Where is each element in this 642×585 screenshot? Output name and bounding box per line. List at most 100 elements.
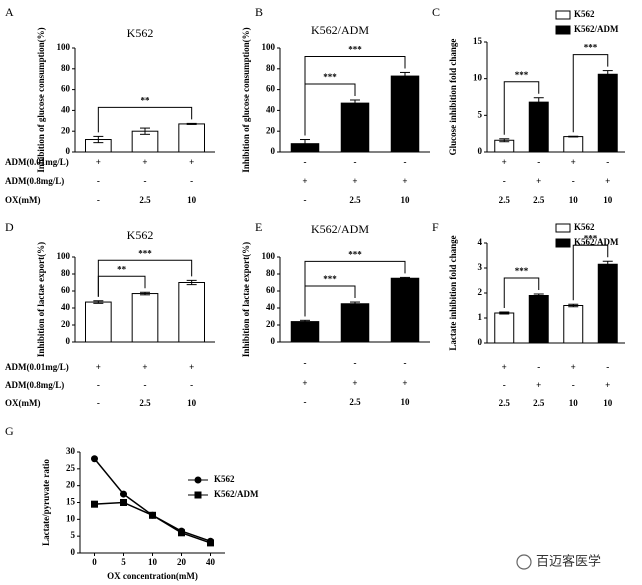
row-cell: + bbox=[536, 176, 541, 186]
y-axis-label: Inhibition of glucose consumption(%) bbox=[36, 27, 46, 172]
legend-label: K562/ADM bbox=[214, 489, 259, 499]
panel-letter: D bbox=[5, 220, 14, 234]
y-tick-label: 40 bbox=[266, 104, 276, 114]
row-cell: - bbox=[190, 176, 193, 186]
y-tick-label: 10 bbox=[66, 513, 76, 523]
row-cell: 10 bbox=[603, 398, 613, 408]
legend-swatch bbox=[555, 223, 571, 233]
y-tick-label: 3 bbox=[478, 262, 483, 272]
row-cell: 2.5 bbox=[139, 195, 151, 205]
bar bbox=[178, 282, 205, 343]
legend-label: K562 bbox=[574, 9, 595, 19]
bar bbox=[290, 321, 320, 343]
y-tick-label: 80 bbox=[61, 268, 71, 278]
significance-label: *** bbox=[348, 45, 362, 55]
row-cell: - bbox=[606, 157, 609, 167]
bar bbox=[340, 303, 370, 343]
x-tick-label: 20 bbox=[177, 557, 187, 567]
x-axis-label: OX concentration(mM) bbox=[107, 571, 198, 581]
y-tick-label: 0 bbox=[71, 547, 76, 557]
row-cell: + bbox=[352, 378, 357, 388]
significance-label: *** bbox=[323, 274, 337, 284]
row-cell: + bbox=[605, 176, 610, 186]
significance-label: *** bbox=[584, 43, 598, 53]
x-tick-label: 0 bbox=[92, 557, 97, 567]
row-label: OX(mM) bbox=[5, 195, 41, 205]
y-tick-label: 40 bbox=[266, 302, 276, 312]
row-cell: - bbox=[354, 157, 357, 167]
y-tick-label: 2 bbox=[478, 287, 483, 297]
marker bbox=[120, 499, 127, 506]
y-axis-label: Inhibition of lactae export(%) bbox=[36, 242, 46, 357]
significance-label: *** bbox=[138, 248, 152, 258]
y-tick-label: 10 bbox=[473, 73, 483, 83]
row-cell: - bbox=[97, 195, 100, 205]
row-cell: - bbox=[404, 358, 407, 368]
row-cell: - bbox=[304, 195, 307, 205]
y-tick-label: 20 bbox=[266, 319, 276, 329]
row-cell: 10 bbox=[401, 397, 411, 407]
row-cell: - bbox=[304, 157, 307, 167]
significance-bracket bbox=[572, 54, 609, 133]
row-cell: - bbox=[503, 176, 506, 186]
y-axis-label: Lactate/pyruvate ratio bbox=[41, 459, 51, 546]
row-cell: - bbox=[144, 380, 147, 390]
y-tick-label: 20 bbox=[61, 319, 71, 329]
bar bbox=[178, 123, 205, 153]
significance-bracket bbox=[304, 260, 406, 317]
row-cell: 2.5 bbox=[499, 195, 511, 205]
row-cell: - bbox=[190, 380, 193, 390]
y-tick-label: 5 bbox=[71, 530, 76, 540]
legend-label: K562/ADM bbox=[574, 237, 619, 247]
row-cell: + bbox=[571, 362, 576, 372]
y-tick-label: 25 bbox=[66, 463, 76, 473]
row-label: OX(mM) bbox=[5, 398, 41, 408]
row-cell: - bbox=[503, 380, 506, 390]
row-cell: 10 bbox=[569, 195, 579, 205]
y-tick-label: 0 bbox=[478, 146, 483, 156]
row-cell: - bbox=[537, 157, 540, 167]
legend-marker bbox=[194, 476, 202, 484]
y-tick-label: 60 bbox=[266, 84, 276, 94]
marker bbox=[120, 490, 127, 498]
bar bbox=[597, 73, 618, 153]
y-tick-label: 100 bbox=[262, 251, 276, 261]
y-tick-label: 0 bbox=[478, 337, 483, 347]
row-cell: 10 bbox=[569, 398, 579, 408]
significance-bracket bbox=[503, 277, 540, 308]
row-cell: - bbox=[354, 358, 357, 368]
line bbox=[93, 458, 211, 542]
row-cell: + bbox=[302, 378, 307, 388]
y-tick-label: 20 bbox=[61, 125, 71, 135]
y-tick-label: 60 bbox=[266, 285, 276, 295]
bar bbox=[390, 277, 420, 343]
significance-bracket bbox=[97, 259, 193, 297]
legend-swatch bbox=[555, 238, 571, 248]
row-cell: + bbox=[189, 362, 194, 372]
bar bbox=[563, 305, 584, 344]
y-tick-label: 0 bbox=[66, 146, 71, 156]
y-tick-label: 1 bbox=[478, 312, 483, 322]
y-tick-label: 20 bbox=[266, 125, 276, 135]
marker bbox=[149, 511, 156, 519]
row-cell: 2.5 bbox=[349, 195, 361, 205]
row-cell: + bbox=[352, 176, 357, 186]
panel-letter: G bbox=[5, 424, 14, 438]
y-tick-label: 100 bbox=[57, 42, 71, 52]
x-tick-label: 10 bbox=[148, 557, 158, 567]
row-cell: - bbox=[144, 176, 147, 186]
bar bbox=[528, 295, 549, 344]
row-cell: 2.5 bbox=[533, 195, 545, 205]
row-cell: + bbox=[536, 380, 541, 390]
significance-bracket bbox=[572, 244, 609, 301]
y-tick-label: 60 bbox=[61, 84, 71, 94]
y-axis-label: Lactate inhibition fold change bbox=[448, 235, 458, 350]
row-cell: + bbox=[189, 157, 194, 167]
y-tick-label: 15 bbox=[66, 497, 76, 507]
row-cell: + bbox=[502, 362, 507, 372]
y-axis-label: Inhibition of glucose consumption(%) bbox=[241, 27, 251, 172]
row-cell: - bbox=[537, 362, 540, 372]
line bbox=[94, 501, 211, 544]
row-cell: 10 bbox=[603, 195, 613, 205]
row-cell: 2.5 bbox=[533, 398, 545, 408]
